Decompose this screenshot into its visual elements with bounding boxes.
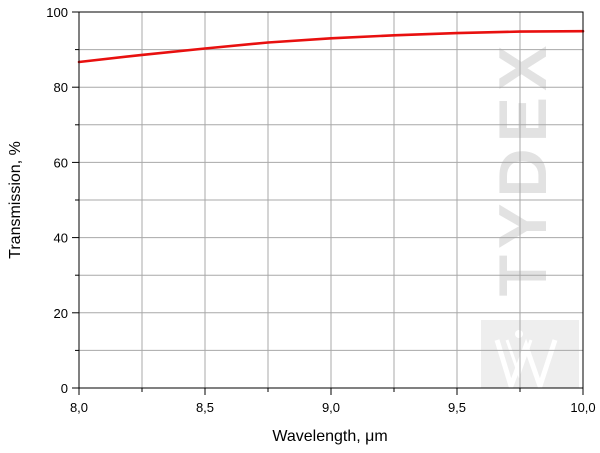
x-tick-label: 10,0	[570, 400, 595, 415]
y-tick-labels: 0 20 40 60 80 100	[46, 5, 68, 396]
watermark-text: TYDEX	[485, 40, 561, 297]
axis-ticks	[72, 11, 584, 395]
y-tick-label: 60	[54, 155, 68, 170]
x-tick-label: 9,0	[322, 400, 340, 415]
series-line	[77, 29, 585, 64]
y-tick-label: 0	[61, 381, 68, 396]
x-tick-label: 8,0	[70, 400, 88, 415]
x-tick-label: 8,5	[196, 400, 214, 415]
y-axis-title: Transmission, %	[7, 141, 24, 259]
watermark-logo	[481, 320, 579, 394]
y-tick-label: 100	[46, 5, 68, 20]
y-tick-label: 80	[54, 80, 68, 95]
x-tick-labels: 8,0 8,5 9,0 9,5 10,0	[70, 400, 596, 415]
x-axis-title: Wavelength, μm	[272, 428, 387, 445]
grid	[79, 12, 583, 388]
series-layer	[77, 29, 585, 64]
y-tick-label: 20	[54, 306, 68, 321]
x-tick-label: 9,5	[448, 400, 466, 415]
watermark: TYDEX	[481, 40, 579, 394]
y-tick-label: 40	[54, 231, 68, 246]
